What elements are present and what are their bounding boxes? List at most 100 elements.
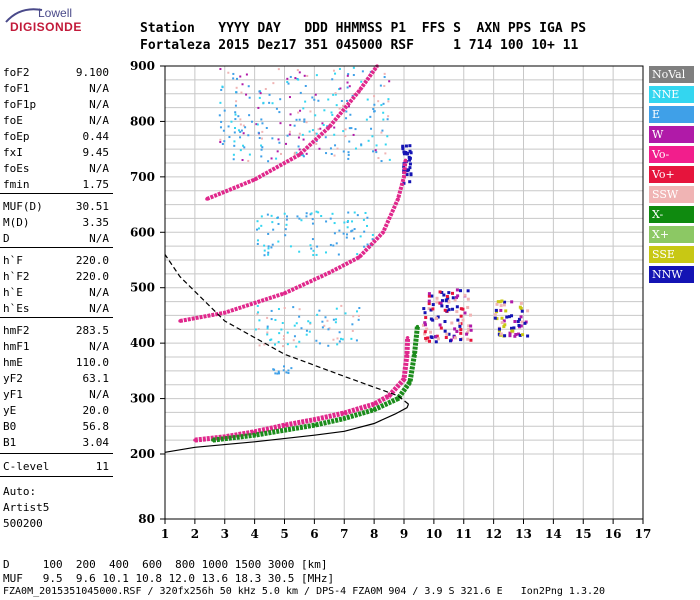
echo-point xyxy=(282,335,285,338)
echo-point xyxy=(281,321,284,324)
echo-point xyxy=(324,251,327,254)
echo-point xyxy=(256,228,259,231)
echo-point xyxy=(338,67,341,70)
echo-point xyxy=(276,372,279,375)
echo-point xyxy=(356,214,359,217)
echo-point xyxy=(499,332,503,336)
param-value: 1.75 xyxy=(82,178,110,191)
param-row-yf2: yF2 63.1 xyxy=(0,372,113,388)
echo-point xyxy=(221,85,224,88)
echo-point xyxy=(297,78,300,81)
param-value: 9.100 xyxy=(75,66,109,79)
echo-point xyxy=(315,253,318,256)
echo-point xyxy=(271,221,274,224)
trace-point xyxy=(205,197,209,201)
echo-point xyxy=(373,110,376,113)
echo-point xyxy=(407,155,411,159)
echo-point xyxy=(305,152,308,155)
echo-point xyxy=(365,224,368,227)
echo-point xyxy=(463,293,467,297)
echo-point xyxy=(512,326,516,330)
echo-point xyxy=(459,307,463,311)
echo-point xyxy=(239,123,242,126)
echo-point xyxy=(346,74,349,77)
echo-point xyxy=(312,254,315,257)
echo-point xyxy=(405,173,409,177)
echo-point xyxy=(270,157,273,160)
echo-point xyxy=(309,244,312,247)
echo-point xyxy=(451,307,455,311)
param-value: N/A xyxy=(89,286,109,299)
param-value: 30.51 xyxy=(75,200,109,213)
trace-point xyxy=(193,438,197,442)
echo-point xyxy=(510,314,514,318)
echo-point xyxy=(271,137,274,140)
echo-point xyxy=(239,149,242,152)
echo-point xyxy=(258,96,261,99)
echo-point xyxy=(303,118,306,121)
echo-point xyxy=(279,122,282,125)
echo-point xyxy=(260,118,263,121)
param-value: N/A xyxy=(89,98,109,111)
echo-point xyxy=(493,313,497,317)
y-tick-label: 300 xyxy=(130,392,155,406)
x-tick-label: 7 xyxy=(340,527,348,541)
echo-point xyxy=(297,145,300,148)
echo-point xyxy=(277,340,280,343)
y-tick-label: 500 xyxy=(130,281,155,295)
echo-point xyxy=(221,143,224,146)
echo-point xyxy=(315,132,318,135)
echo-point xyxy=(373,103,376,106)
echo-point xyxy=(219,141,222,144)
echo-point xyxy=(286,331,289,334)
param-name: foEp xyxy=(3,130,30,143)
echo-point xyxy=(423,323,427,327)
echo-point xyxy=(388,80,391,83)
echo-point xyxy=(275,107,278,110)
echo-point xyxy=(323,109,326,112)
echo-point xyxy=(242,144,245,147)
echo-point xyxy=(333,154,336,157)
echo-point xyxy=(427,292,431,296)
echo-point xyxy=(332,93,335,96)
echo-point xyxy=(322,124,325,127)
echo-point xyxy=(333,126,336,129)
echo-point xyxy=(447,291,451,295)
echo-point xyxy=(429,308,433,312)
echo-point xyxy=(495,317,499,321)
echo-point xyxy=(363,230,366,233)
echo-point xyxy=(497,327,501,331)
echo-point xyxy=(332,338,335,341)
echo-point xyxy=(453,336,457,340)
echo-point xyxy=(295,322,298,325)
echo-point xyxy=(227,71,230,74)
echo-point xyxy=(321,122,324,125)
trace-point xyxy=(178,319,182,323)
echo-point xyxy=(494,308,498,312)
echo-point xyxy=(338,107,341,110)
echo-point xyxy=(401,146,405,150)
echo-point xyxy=(440,299,444,303)
auto-label: Auto: xyxy=(3,485,37,498)
x-tick-label: 3 xyxy=(221,527,229,541)
echo-point xyxy=(440,304,444,308)
echo-point xyxy=(311,238,314,241)
echo-point xyxy=(258,90,261,93)
echo-point xyxy=(285,142,288,145)
echo-point xyxy=(386,118,389,121)
echo-point xyxy=(309,321,312,324)
param-name: MUF(D) xyxy=(3,200,43,213)
echo-point xyxy=(285,218,288,221)
echo-point xyxy=(327,344,330,347)
echo-point xyxy=(257,131,260,134)
param-row-ye: yE 20.0 xyxy=(0,404,113,420)
param-name: fmin xyxy=(3,178,30,191)
trace-2nd-hop xyxy=(179,160,408,323)
echo-point xyxy=(219,126,222,129)
echo-point xyxy=(379,84,382,87)
echo-point xyxy=(308,330,311,333)
echo-point xyxy=(314,114,317,117)
echo-point xyxy=(466,297,470,301)
echo-point xyxy=(324,316,327,319)
trace-point xyxy=(403,158,408,162)
